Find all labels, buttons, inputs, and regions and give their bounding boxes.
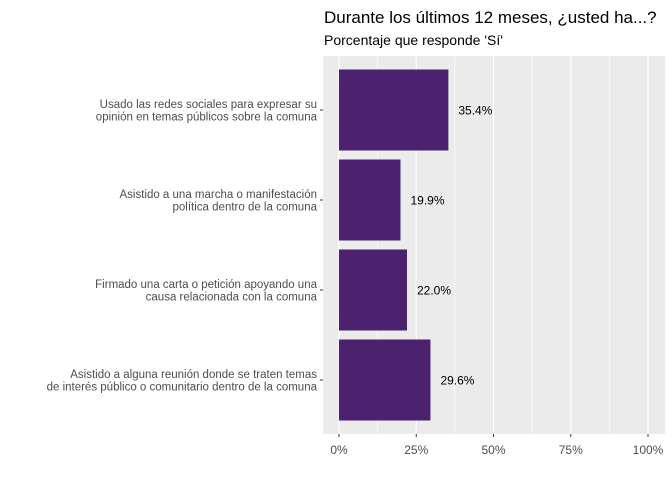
x-tick-label: 25% xyxy=(404,443,428,457)
bar xyxy=(339,69,449,151)
y-axis-labels: Usado las redes sociales para expresar s… xyxy=(47,99,323,393)
data-label: 22.0% xyxy=(417,284,451,298)
y-category-label: Asistido a una marcha o manifestación xyxy=(119,189,317,201)
bar xyxy=(339,339,431,421)
data-label: 35.4% xyxy=(458,104,492,118)
x-axis-labels: 0% 25% 50% 75% 100% xyxy=(330,434,664,457)
bars xyxy=(339,69,449,421)
y-category-label: causa relacionada con la comuna xyxy=(146,291,318,303)
chart-title: Durante los últimos 12 meses, ¿usted ha.… xyxy=(324,8,657,27)
y-category-label: de interés público o comunitario dentro … xyxy=(47,381,318,393)
y-category-label: política dentro de la comuna xyxy=(173,201,318,213)
chart-subtitle: Porcentaje que responde 'Sí' xyxy=(324,32,503,48)
y-category-label: Asistido a alguna reunión donde se trate… xyxy=(70,369,317,381)
y-category-label: Usado las redes sociales para expresar s… xyxy=(100,99,317,111)
x-tick-label: 75% xyxy=(559,443,583,457)
y-category-label: Firmado una carta o petición apoyando un… xyxy=(95,279,317,291)
data-labels: 35.4% 19.9% 22.0% 29.6% xyxy=(410,104,492,388)
bar xyxy=(339,249,407,331)
y-category-label: opinión en temas públicos sobre la comun… xyxy=(96,111,318,123)
x-tick-label: 0% xyxy=(330,443,348,457)
x-tick-label: 50% xyxy=(481,443,505,457)
data-label: 19.9% xyxy=(410,194,444,208)
x-tick-label: 100% xyxy=(633,443,664,457)
data-label: 29.6% xyxy=(440,374,474,388)
bar xyxy=(339,159,401,241)
